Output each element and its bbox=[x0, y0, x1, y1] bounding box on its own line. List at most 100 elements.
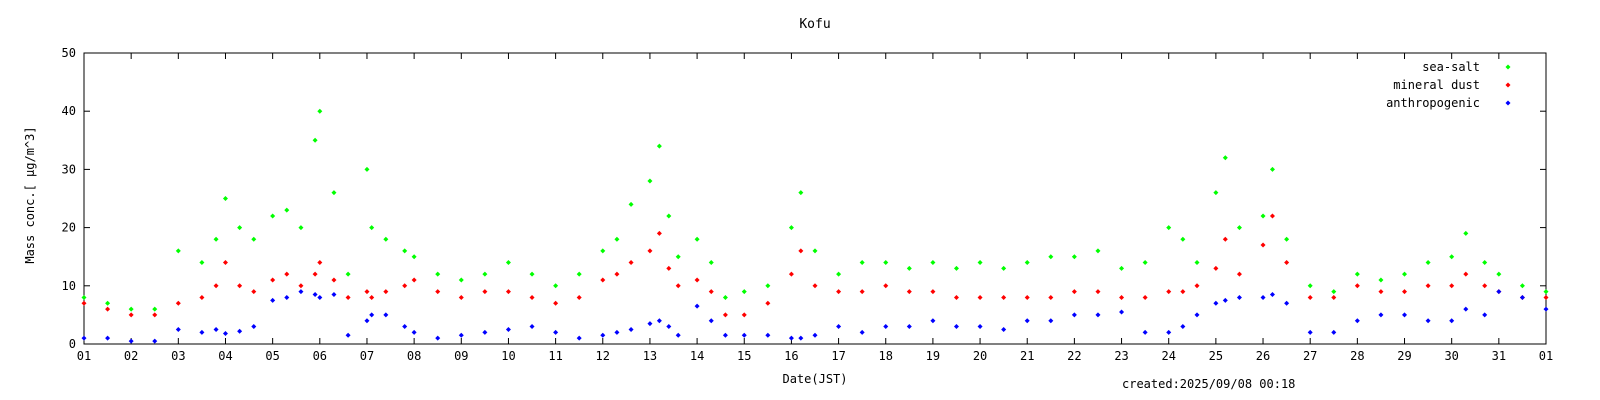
data-point bbox=[1543, 289, 1549, 295]
data-point bbox=[505, 260, 511, 266]
data-point bbox=[977, 324, 983, 330]
data-point bbox=[152, 306, 158, 312]
data-point bbox=[128, 306, 134, 312]
legend-marker bbox=[1505, 64, 1511, 70]
data-point bbox=[1095, 289, 1101, 295]
data-point bbox=[1269, 292, 1275, 298]
data-point bbox=[317, 260, 323, 266]
chart-title: Kofu bbox=[799, 17, 830, 32]
data-point bbox=[675, 332, 681, 338]
data-point bbox=[1378, 312, 1384, 318]
x-tick-label: 20 bbox=[973, 349, 987, 363]
data-point bbox=[1048, 318, 1054, 324]
data-point bbox=[798, 190, 804, 196]
data-point bbox=[298, 283, 304, 289]
data-point bbox=[1024, 318, 1030, 324]
data-point bbox=[788, 225, 794, 231]
data-point bbox=[529, 271, 535, 277]
data-point bbox=[175, 326, 181, 332]
data-point bbox=[1142, 260, 1148, 266]
data-point bbox=[1425, 318, 1431, 324]
data-point bbox=[1095, 312, 1101, 318]
x-tick-label: 13 bbox=[643, 349, 657, 363]
data-point bbox=[1001, 326, 1007, 332]
data-point bbox=[953, 294, 959, 300]
data-point bbox=[1496, 271, 1502, 277]
data-point bbox=[1354, 283, 1360, 289]
data-point bbox=[1519, 283, 1525, 289]
series-sea-salt bbox=[81, 108, 1549, 312]
data-point bbox=[331, 190, 337, 196]
data-point bbox=[1269, 166, 1275, 172]
legend-label: sea-salt bbox=[1422, 60, 1480, 74]
data-point bbox=[628, 201, 634, 207]
data-point bbox=[458, 332, 464, 338]
data-point bbox=[628, 260, 634, 266]
x-axis-label: Date(JST) bbox=[782, 372, 847, 386]
data-point bbox=[694, 277, 700, 283]
legend: sea-salt mineral dust anthropogenic bbox=[1386, 60, 1511, 110]
data-point bbox=[312, 292, 318, 298]
data-point bbox=[105, 306, 111, 312]
data-point bbox=[1194, 260, 1200, 266]
data-point bbox=[1402, 271, 1408, 277]
data-point bbox=[708, 289, 714, 295]
x-tick-label: 21 bbox=[1020, 349, 1034, 363]
data-point bbox=[128, 312, 134, 318]
data-point bbox=[369, 312, 375, 318]
x-tick-label: 24 bbox=[1161, 349, 1175, 363]
data-point bbox=[199, 294, 205, 300]
x-tick-label: 12 bbox=[596, 349, 610, 363]
data-point bbox=[600, 332, 606, 338]
data-point bbox=[600, 248, 606, 254]
data-point bbox=[345, 271, 351, 277]
data-point bbox=[284, 294, 290, 300]
data-point bbox=[741, 332, 747, 338]
data-point bbox=[458, 294, 464, 300]
data-point bbox=[199, 329, 205, 335]
data-point bbox=[1048, 254, 1054, 260]
data-point bbox=[600, 277, 606, 283]
data-point bbox=[1449, 254, 1455, 260]
x-tick-label: 14 bbox=[690, 349, 704, 363]
data-point bbox=[1519, 294, 1525, 300]
data-point bbox=[1001, 294, 1007, 300]
data-point bbox=[977, 294, 983, 300]
data-point bbox=[977, 260, 983, 266]
data-point bbox=[529, 294, 535, 300]
data-point bbox=[666, 265, 672, 271]
x-axis: 01 02 03 04 05 06 07 08 09 10 11 12 13 14 15 16 17 18 19 20… bbox=[77, 53, 1553, 363]
y-tick-label: 10 bbox=[62, 279, 76, 293]
data-point bbox=[1071, 312, 1077, 318]
data-point bbox=[175, 300, 181, 306]
data-point bbox=[1354, 271, 1360, 277]
data-point bbox=[1001, 265, 1007, 271]
data-point bbox=[458, 277, 464, 283]
data-point bbox=[708, 318, 714, 324]
data-point bbox=[1119, 294, 1125, 300]
data-point bbox=[953, 324, 959, 330]
data-point bbox=[1307, 283, 1313, 289]
data-point bbox=[1119, 309, 1125, 315]
x-tick-label: 08 bbox=[407, 349, 421, 363]
data-point bbox=[237, 225, 243, 231]
y-axis: 0 10 20 30 40 50 bbox=[62, 46, 1546, 351]
data-point bbox=[883, 283, 889, 289]
data-point bbox=[694, 236, 700, 242]
data-point bbox=[675, 254, 681, 260]
data-point bbox=[553, 283, 559, 289]
data-point bbox=[798, 248, 804, 254]
data-point bbox=[553, 329, 559, 335]
data-point bbox=[1194, 312, 1200, 318]
data-point bbox=[647, 248, 653, 254]
data-point bbox=[1180, 324, 1186, 330]
data-point bbox=[1048, 294, 1054, 300]
data-point bbox=[128, 338, 134, 344]
data-point bbox=[270, 213, 276, 219]
data-point bbox=[1331, 294, 1337, 300]
data-point bbox=[765, 300, 771, 306]
data-point bbox=[1284, 300, 1290, 306]
legend-label: anthropogenic bbox=[1386, 96, 1480, 110]
data-point bbox=[1378, 277, 1384, 283]
